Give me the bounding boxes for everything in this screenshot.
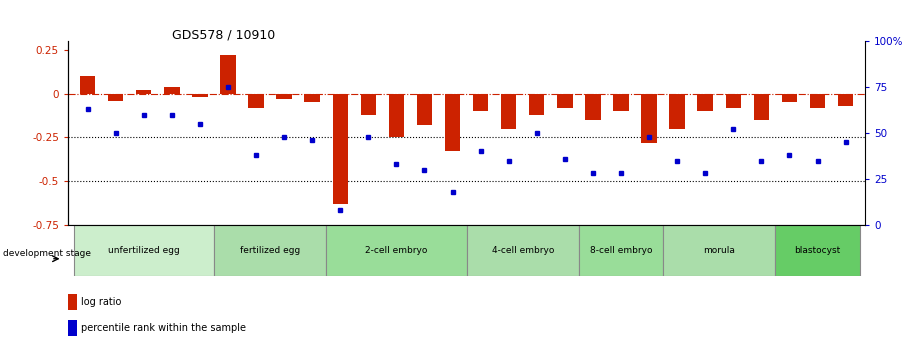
Bar <box>810 94 825 108</box>
Bar <box>276 94 292 99</box>
Bar <box>214 225 326 276</box>
Bar <box>333 94 348 204</box>
Bar <box>389 94 404 137</box>
Bar <box>670 94 685 129</box>
Bar <box>782 94 797 102</box>
Bar <box>80 76 95 94</box>
Bar <box>192 94 207 97</box>
Bar <box>776 225 860 276</box>
Text: GDS578 / 10910: GDS578 / 10910 <box>171 28 275 41</box>
Text: 4-cell embryo: 4-cell embryo <box>492 246 554 255</box>
Bar <box>585 94 601 120</box>
Bar <box>663 225 776 276</box>
Text: unfertilized egg: unfertilized egg <box>108 246 179 255</box>
Bar <box>529 94 545 115</box>
Bar <box>557 94 573 108</box>
Bar <box>467 225 579 276</box>
Bar <box>136 90 151 94</box>
Bar <box>108 94 123 101</box>
Bar <box>698 94 713 111</box>
Bar <box>501 94 516 129</box>
Bar <box>326 225 467 276</box>
Bar <box>579 225 663 276</box>
Text: percentile rank within the sample: percentile rank within the sample <box>81 323 246 333</box>
Bar <box>361 94 376 115</box>
Bar <box>754 94 769 120</box>
Text: 8-cell embryo: 8-cell embryo <box>590 246 652 255</box>
Bar <box>838 94 853 106</box>
Bar <box>304 94 320 102</box>
Bar <box>68 320 77 335</box>
Text: 2-cell embryo: 2-cell embryo <box>365 246 428 255</box>
Bar <box>613 94 629 111</box>
Bar <box>248 94 264 108</box>
Text: log ratio: log ratio <box>81 297 121 307</box>
Bar <box>220 55 236 94</box>
Bar <box>641 94 657 142</box>
Bar <box>473 94 488 111</box>
Bar <box>417 94 432 125</box>
Text: development stage: development stage <box>4 249 92 258</box>
Text: blastocyst: blastocyst <box>795 246 841 255</box>
Text: morula: morula <box>703 246 735 255</box>
Bar <box>726 94 741 108</box>
Text: fertilized egg: fertilized egg <box>240 246 300 255</box>
Bar <box>445 94 460 151</box>
Bar <box>73 225 214 276</box>
Bar <box>68 294 77 310</box>
Bar <box>164 87 179 94</box>
